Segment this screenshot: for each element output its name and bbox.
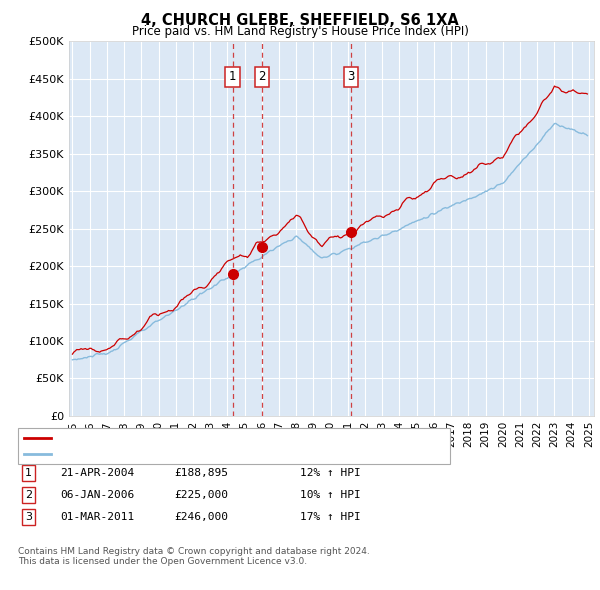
Text: £188,895: £188,895 [174,468,228,478]
Text: 2: 2 [25,490,32,500]
Text: 01-MAR-2011: 01-MAR-2011 [60,512,134,522]
Text: HPI: Average price, detached house, Sheffield: HPI: Average price, detached house, Shef… [56,450,307,459]
Text: 10% ↑ HPI: 10% ↑ HPI [300,490,361,500]
Text: Contains HM Land Registry data © Crown copyright and database right 2024.
This d: Contains HM Land Registry data © Crown c… [18,547,370,566]
Text: 1: 1 [229,70,236,83]
Text: 4, CHURCH GLEBE, SHEFFIELD, S6 1XA (detached house): 4, CHURCH GLEBE, SHEFFIELD, S6 1XA (deta… [56,434,368,443]
Text: 12% ↑ HPI: 12% ↑ HPI [300,468,361,478]
Text: 2: 2 [258,70,266,83]
Text: 17% ↑ HPI: 17% ↑ HPI [300,512,361,522]
Text: 3: 3 [347,70,355,83]
Text: 1: 1 [25,468,32,478]
Text: 06-JAN-2006: 06-JAN-2006 [60,490,134,500]
Text: 21-APR-2004: 21-APR-2004 [60,468,134,478]
Text: 4, CHURCH GLEBE, SHEFFIELD, S6 1XA: 4, CHURCH GLEBE, SHEFFIELD, S6 1XA [141,13,459,28]
Text: Price paid vs. HM Land Registry's House Price Index (HPI): Price paid vs. HM Land Registry's House … [131,25,469,38]
Text: £246,000: £246,000 [174,512,228,522]
Text: 3: 3 [25,512,32,522]
Text: £225,000: £225,000 [174,490,228,500]
